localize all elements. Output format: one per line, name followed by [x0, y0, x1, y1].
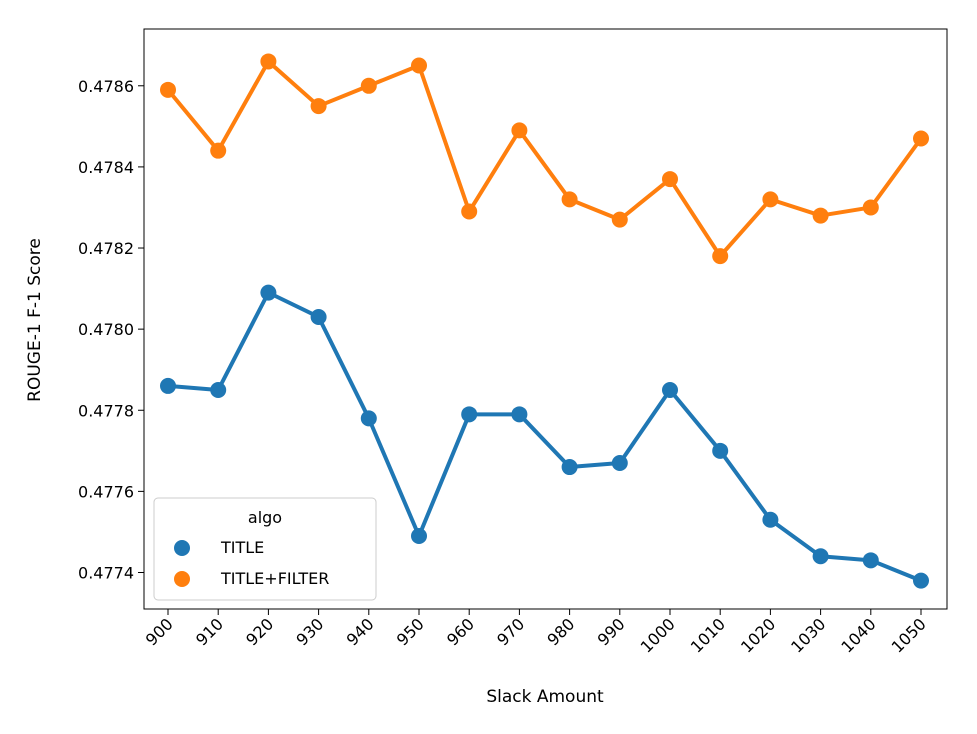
series-line-title: [167, 290, 922, 583]
data-point-title: [411, 527, 427, 544]
x-tick-label: 1050: [888, 614, 930, 656]
data-point-title-filter: [662, 171, 678, 188]
legend-label-title: TITLE: [220, 538, 264, 557]
legend-title: algo: [248, 508, 282, 527]
data-point-title: [611, 454, 628, 471]
y-tick-label: 0.4780: [78, 320, 134, 339]
x-tick-label: 980: [543, 614, 578, 649]
x-tick-label: 950: [393, 614, 428, 649]
data-point-title: [712, 442, 729, 459]
data-point-title-filter: [511, 122, 528, 139]
y-tick-label: 0.4774: [78, 563, 134, 582]
data-point-title-filter: [712, 248, 729, 265]
series-line-title-filter: [166, 59, 923, 259]
y-tick-label: 0.4784: [78, 158, 134, 177]
data-point-title-filter: [812, 207, 829, 224]
y-tick-label: 0.4776: [78, 482, 134, 501]
series-lines: [166, 59, 923, 583]
data-point-title: [913, 572, 929, 589]
data-point-title-filter: [360, 77, 377, 94]
plot-frame: [143, 28, 948, 610]
x-tick-label: 990: [594, 614, 629, 649]
x-tick-label: 1040: [837, 614, 879, 656]
x-tick-label: 1030: [787, 614, 829, 656]
data-point-title: [160, 377, 176, 394]
y-axis-ticks: 0.4774 0.4776 0.4778 0.4780 0.4782 0.4784 0.47…: [78, 77, 144, 582]
x-tick-label: 960: [443, 614, 478, 649]
legend-label-title-filter: TITLE+FILTER: [220, 569, 329, 588]
x-tick-label: 940: [343, 614, 378, 649]
x-tick-label: 900: [142, 614, 177, 649]
x-tick-label: 1000: [637, 614, 679, 656]
data-point-title: [260, 284, 277, 301]
data-point-title-filter: [561, 191, 578, 208]
data-point-title-filter: [411, 57, 427, 74]
data-point-title-filter: [862, 199, 879, 216]
x-tick-label: 910: [192, 614, 227, 649]
data-point-title: [511, 406, 528, 423]
legend-marker-title: [174, 540, 190, 556]
legend-box: [153, 497, 377, 601]
legend-marker-title-filter: [174, 571, 190, 587]
data-point-title: [812, 548, 829, 565]
data-point-title: [662, 381, 678, 398]
data-point-title-filter: [762, 191, 779, 208]
y-tick-label: 0.4782: [78, 239, 134, 258]
data-point-title: [310, 308, 327, 325]
data-point-title: [360, 410, 377, 427]
data-point-title: [561, 459, 578, 476]
data-point-title-filter: [260, 53, 277, 70]
y-tick-label: 0.4786: [78, 77, 134, 96]
data-point-title-filter: [611, 211, 628, 228]
data-point-title: [762, 511, 779, 528]
x-tick-label: 1010: [687, 614, 729, 656]
x-axis-label: Slack Amount: [486, 687, 604, 707]
data-point-title: [461, 406, 478, 423]
x-tick-label: 1020: [737, 614, 779, 656]
data-point-title: [862, 552, 879, 569]
data-point-title-filter: [210, 142, 227, 159]
y-tick-label: 0.4778: [78, 401, 134, 420]
series-points: [160, 53, 929, 589]
data-point-title: [210, 381, 227, 398]
data-point-title-filter: [913, 130, 929, 147]
y-axis-label: ROUGE-1 F-1 Score: [25, 238, 45, 402]
x-tick-label: 920: [242, 614, 277, 649]
data-point-title-filter: [160, 81, 176, 98]
x-tick-label: 930: [292, 614, 327, 649]
data-point-title-filter: [461, 203, 478, 220]
x-tick-label: 970: [493, 614, 528, 649]
x-axis-ticks: 900 910 920 930 940 950 960 970 980 990 1000 1010 10…: [142, 609, 930, 657]
data-point-title-filter: [310, 98, 327, 115]
legend: algo TITLE TITLE+FILTER: [153, 497, 377, 601]
